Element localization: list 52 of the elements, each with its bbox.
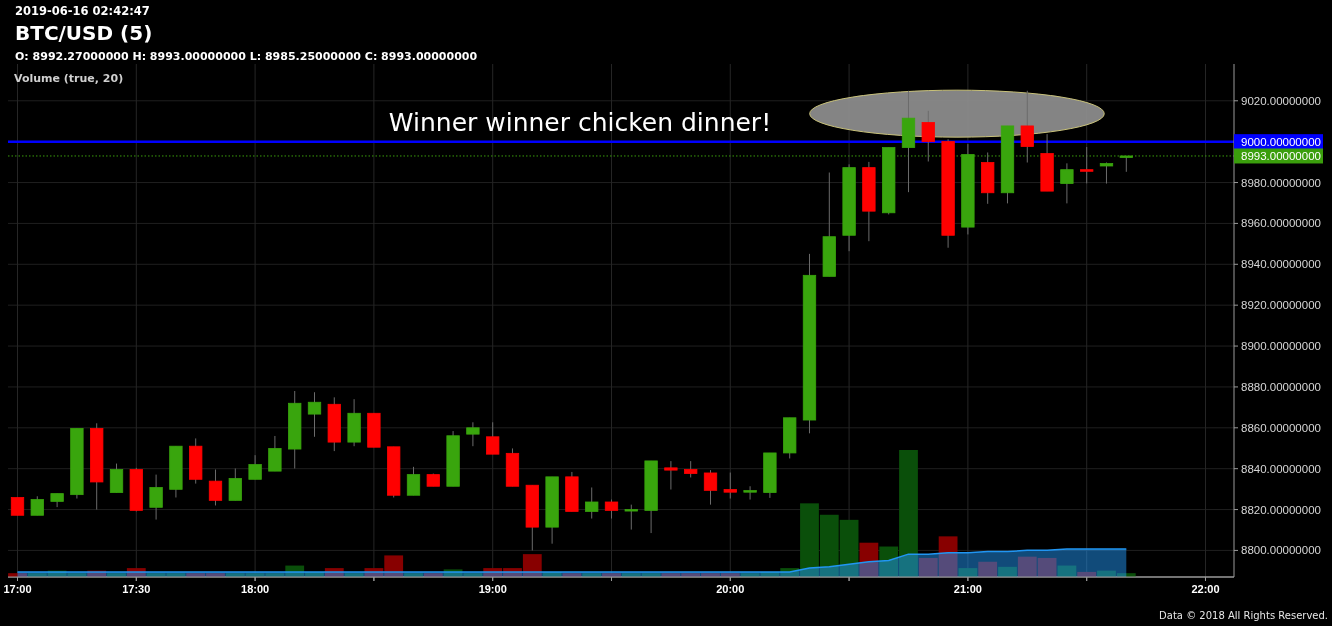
candlestick bbox=[1080, 146, 1094, 184]
chart-title: BTC/USD (5) bbox=[15, 21, 153, 45]
candlestick bbox=[30, 495, 44, 516]
x-tick-label: 21:00 bbox=[953, 583, 982, 595]
candlestick bbox=[208, 468, 223, 506]
chart-subtitle: O: 8992.27000000 H: 8993.00000000 L: 8985.25000000 C: 8993.00000000 bbox=[15, 50, 478, 63]
annotation: Winner winner chicken dinner! bbox=[388, 108, 772, 137]
y-tick-label: 8980.00000000 bbox=[1241, 176, 1321, 189]
candlestick bbox=[585, 486, 599, 520]
y-tick-label: 8920.00000000 bbox=[1241, 299, 1321, 312]
ref-line-label: 9000.00000000 bbox=[1241, 135, 1321, 148]
y-tick-label: 8900.00000000 bbox=[1241, 340, 1321, 353]
y-tick-label: 8800.00000000 bbox=[1241, 544, 1321, 557]
y-tick-label: 8960.00000000 bbox=[1241, 217, 1321, 230]
bar bbox=[859, 542, 879, 577]
y-tick-label: 9020.00000000 bbox=[1241, 94, 1321, 107]
x-tick-label: 22:00 bbox=[1191, 583, 1220, 595]
bar bbox=[978, 561, 998, 577]
text: Data © 2018 All Rights Reserved. bbox=[1159, 610, 1328, 621]
candlestick bbox=[406, 466, 421, 496]
ref-line-label: 8993.00000000 bbox=[1241, 149, 1321, 162]
y-tick-label: 8940.00000000 bbox=[1241, 258, 1321, 271]
y-tick-label: 8840.00000000 bbox=[1241, 462, 1321, 475]
candlestick bbox=[921, 110, 935, 162]
x-tick-label: 17:00 bbox=[3, 583, 32, 595]
x-tick-label: 20:00 bbox=[716, 583, 745, 595]
candlestick bbox=[604, 499, 619, 520]
candlestick bbox=[723, 472, 737, 500]
candlestick bbox=[624, 504, 638, 531]
bar bbox=[998, 566, 1017, 577]
text: 2019-06-16 02:42:47 bbox=[15, 4, 150, 18]
candlestick bbox=[1060, 162, 1074, 204]
candlestick bbox=[307, 391, 322, 438]
y-tick-label: 8860.00000000 bbox=[1241, 421, 1321, 434]
bar bbox=[958, 568, 978, 577]
candlestick bbox=[486, 421, 500, 455]
annotation: Volume (true, 20) bbox=[14, 72, 124, 85]
y-tick-label: 8880.00000000 bbox=[1241, 380, 1321, 393]
candlestick bbox=[466, 421, 480, 447]
candlestick bbox=[268, 435, 282, 472]
candlestick bbox=[149, 474, 163, 521]
x-tick-label: 18:00 bbox=[241, 583, 270, 595]
candlestick bbox=[228, 467, 242, 501]
x-tick-label: 17:30 bbox=[122, 583, 151, 595]
x-tick-label: 19:00 bbox=[478, 583, 507, 595]
candlestick bbox=[703, 469, 718, 506]
candlestick bbox=[743, 485, 757, 501]
candlestick bbox=[664, 460, 678, 491]
candlestick bbox=[109, 463, 124, 494]
candlestick bbox=[248, 454, 262, 480]
candlestick bbox=[1020, 90, 1034, 164]
y-tick-label: 8820.00000000 bbox=[1241, 503, 1321, 516]
